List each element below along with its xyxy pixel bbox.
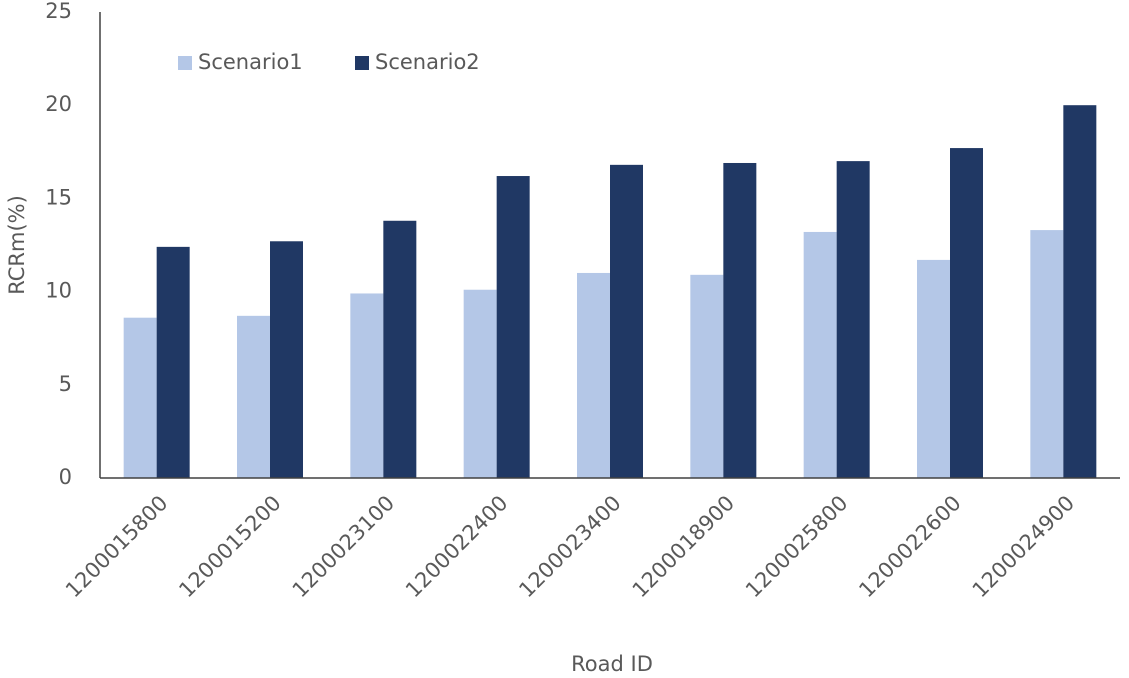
bar: [383, 220, 417, 478]
bar: [950, 148, 983, 478]
bar: [156, 246, 190, 478]
x-tick-label: 1200025800: [741, 491, 852, 602]
bar: [350, 293, 384, 478]
legend-label: Scenario1: [198, 50, 303, 74]
x-tick-label: 1200023400: [514, 491, 625, 602]
x-tick-label: 1200023100: [288, 491, 399, 602]
bar: [690, 274, 724, 478]
y-tick-label: 20: [45, 92, 72, 116]
x-tick-label: 1200015200: [174, 491, 285, 602]
bar: [723, 162, 757, 478]
y-tick-label: 5: [59, 372, 72, 396]
bar: [836, 161, 870, 478]
x-tick-label: 1200024900: [968, 491, 1079, 602]
legend-label: Scenario2: [375, 50, 480, 74]
x-tick-label: 1200022600: [854, 491, 965, 602]
x-axis-label: Road ID: [571, 652, 653, 676]
x-tick-label: 1200015800: [61, 491, 172, 602]
y-tick-label: 0: [59, 465, 72, 489]
bar: [610, 164, 643, 478]
x-tick-label: 1200018900: [628, 491, 739, 602]
bar: [803, 231, 837, 478]
bar: [237, 315, 270, 478]
bar: [917, 259, 950, 478]
bar: [1030, 230, 1064, 478]
y-tick-label: 25: [45, 0, 72, 23]
legend-swatch: [355, 56, 369, 70]
y-tick-label: 15: [45, 185, 72, 209]
bar: [1063, 105, 1097, 478]
legend-swatch: [178, 56, 192, 70]
bar: [577, 272, 610, 478]
bar: [463, 289, 497, 478]
bar: [270, 241, 303, 478]
bar: [123, 317, 157, 478]
x-tick-label: 1200022400: [401, 491, 512, 602]
y-tick-label: 10: [45, 279, 72, 303]
y-axis-label: RCRm(%): [5, 195, 29, 295]
bar: [496, 176, 530, 479]
